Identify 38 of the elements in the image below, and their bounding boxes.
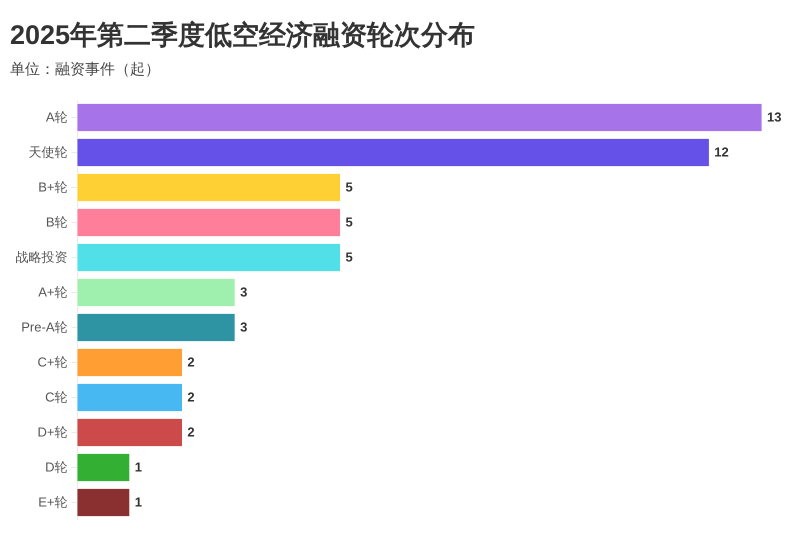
bar <box>76 173 341 202</box>
bar <box>76 138 710 167</box>
y-tick-label: Pre-A轮 <box>21 320 68 334</box>
y-tick-label: B+轮 <box>38 180 68 194</box>
data-label: 13 <box>767 110 782 124</box>
y-tick-label: 天使轮 <box>28 144 68 160</box>
bar <box>76 313 236 342</box>
data-label: 1 <box>134 460 142 474</box>
bar <box>76 488 130 517</box>
bar <box>76 103 762 132</box>
data-label: 2 <box>187 390 195 404</box>
y-tick-label: A轮 <box>46 110 68 124</box>
data-label: 2 <box>187 354 195 370</box>
y-tick-label: B轮 <box>46 214 68 230</box>
y-tick-label: 战略投资 <box>16 250 68 264</box>
data-label: 5 <box>345 250 353 264</box>
bar <box>76 418 183 447</box>
y-tick-label: A+轮 <box>38 284 68 300</box>
data-label: 2 <box>187 424 195 440</box>
y-tick-label: D轮 <box>45 460 68 474</box>
chart-title: 2025年第二季度低空经济融资轮次分布 <box>10 20 476 50</box>
data-label: 5 <box>345 180 353 194</box>
data-label: 12 <box>714 144 729 160</box>
y-tick-label: E+轮 <box>38 494 68 510</box>
bar <box>76 348 183 377</box>
chart-subtitle: 单位：融资事件（起） <box>10 61 160 78</box>
bar <box>76 383 183 412</box>
data-label: 1 <box>134 494 142 510</box>
y-tick-label: D+轮 <box>38 424 68 440</box>
data-label: 5 <box>345 214 353 230</box>
bar <box>76 453 130 482</box>
data-label: 3 <box>240 284 248 300</box>
y-tick-label: C+轮 <box>38 354 68 370</box>
bar <box>76 243 341 272</box>
bar <box>76 208 341 237</box>
y-tick-label: C轮 <box>45 390 68 404</box>
data-label: 3 <box>240 320 248 334</box>
bar <box>76 278 236 307</box>
